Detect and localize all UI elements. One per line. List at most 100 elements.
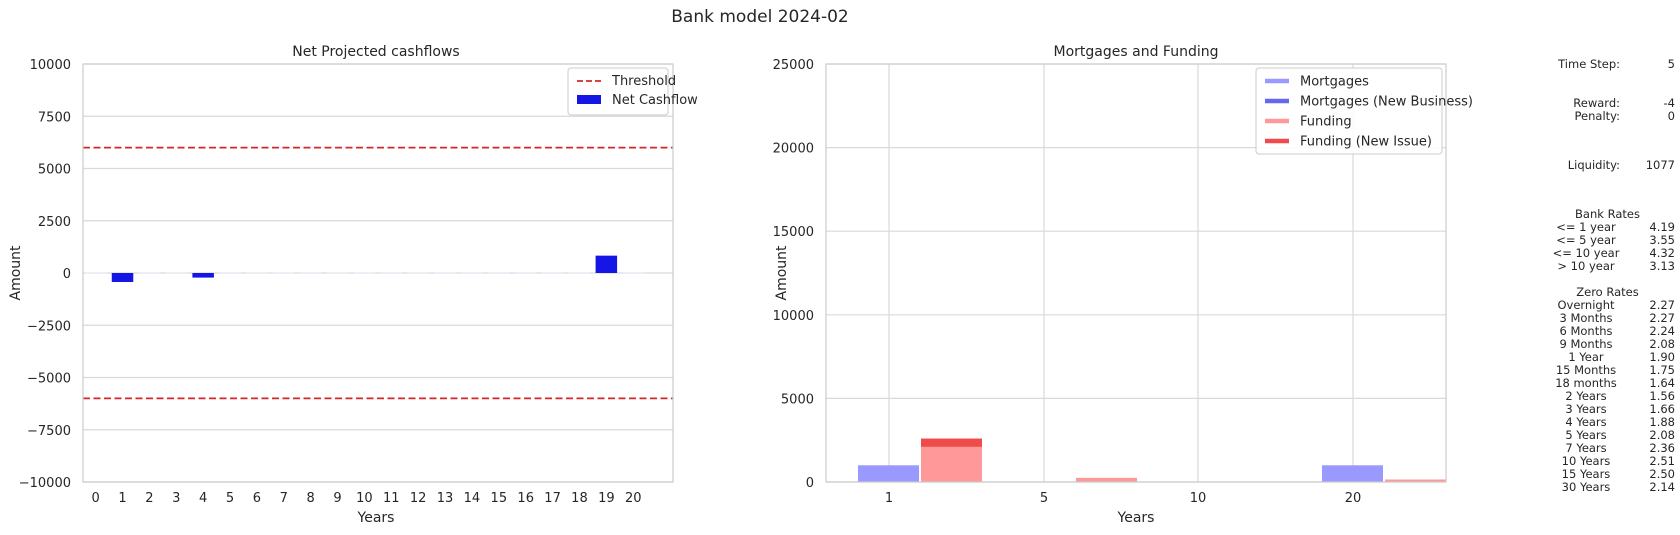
- rate-value: 2.08: [1649, 428, 1675, 442]
- chart1-xtick-label: 9: [333, 491, 341, 506]
- rate-value: 1.88: [1649, 415, 1675, 429]
- chart2-legend-box: [1255, 67, 1443, 155]
- rate-value: 2.08: [1649, 337, 1675, 351]
- chart1-xtick-label: 19: [598, 491, 615, 506]
- legend-threshold-label: Threshold: [611, 74, 676, 89]
- net-cashflow-bar: [326, 272, 349, 274]
- chart1-title: Net Projected cashflows: [292, 44, 459, 60]
- rate-value: 3.55: [1649, 233, 1675, 247]
- chart1-ytick-label: 0: [63, 267, 71, 282]
- mortgages-funding-chart: Mortgages and Funding 0 5000 10000 15000 200…: [773, 44, 1473, 526]
- net-cashflow-bar: [165, 272, 188, 274]
- time-step-value: 5: [1667, 57, 1675, 71]
- chart1-xtick-label: 16: [517, 491, 534, 506]
- chart1-xtick-label: 8: [307, 491, 315, 506]
- chart1-xlabel: Years: [357, 510, 395, 526]
- liquidity-value: 1077: [1645, 158, 1675, 172]
- rate-value: 2.14: [1649, 480, 1675, 494]
- chart2-ytick-label: 5000: [781, 392, 814, 407]
- zero-rates-row: Overnight 2.27: [1540, 299, 1675, 312]
- rate-value: 2.36: [1649, 441, 1675, 455]
- zero-rates-row: 7 Years 2.36: [1540, 442, 1675, 455]
- rate-value: 1.66: [1649, 402, 1675, 416]
- mortgages-bar: [858, 465, 919, 482]
- chart2-xtick-label: 5: [1040, 491, 1048, 506]
- chart1-ytick-label: 5000: [38, 163, 71, 178]
- rate-label: 2 Years: [1565, 389, 1607, 403]
- zero-rates-row: 15 Years 2.50: [1540, 468, 1675, 481]
- chart1-xtick-label: 13: [437, 491, 454, 506]
- chart2-legend-label: Mortgages: [1300, 75, 1369, 90]
- net-cashflow-bar: [622, 272, 644, 274]
- rate-label: 3 Years: [1565, 402, 1607, 416]
- funding-bar: [921, 446, 982, 482]
- zero-rates-row: 3 Years 1.66: [1540, 403, 1675, 416]
- zero-rates-row: 15 Months 1.75: [1540, 364, 1675, 377]
- penalty-label: Penalty:: [1574, 109, 1620, 123]
- rate-label: 18 months: [1555, 376, 1617, 390]
- chart2-legend-label: Funding (New Issue): [1300, 135, 1432, 150]
- net-cashflow-bar: [541, 272, 564, 274]
- zero-rates-row: 3 Months 2.27: [1540, 312, 1675, 325]
- net-cashflow-bar: [299, 272, 322, 274]
- chart1-xtick-label: 10: [356, 491, 373, 506]
- net-cashflow-bar: [138, 272, 161, 274]
- rate-value: 2.24: [1649, 324, 1675, 338]
- zero-rates-row: 30 Years 2.14: [1540, 481, 1675, 494]
- net-cashflow-bar: [380, 272, 403, 274]
- rate-label: 6 Months: [1559, 324, 1613, 338]
- rate-value: 2.51: [1649, 454, 1675, 468]
- chart2-legend-label: Mortgages (New Business): [1300, 95, 1473, 110]
- time-step-row: Time Step: 5: [1540, 58, 1675, 71]
- bank-rates-title: Bank Rates: [1575, 207, 1640, 221]
- legend-net-cashflow-label: Net Cashflow: [612, 93, 698, 108]
- reward-label: Reward:: [1573, 96, 1620, 110]
- chart2-ylabel: Amount: [774, 245, 790, 301]
- rate-value: 2.27: [1649, 298, 1675, 312]
- rate-label: 3 Months: [1559, 311, 1613, 325]
- zero-rates-row: 2 Years 1.56: [1540, 390, 1675, 403]
- chart2-legend-label: Funding: [1300, 115, 1352, 130]
- chart2-xtick-label: 10: [1190, 491, 1207, 506]
- chart1-xtick-label: 15: [491, 491, 508, 506]
- zero-rates-row: 1 Year 1.90: [1540, 351, 1675, 364]
- chart2-title: Mortgages and Funding: [1054, 44, 1219, 60]
- chart1-xtick-label: 1: [118, 491, 126, 506]
- chart1-plot-area: [82, 63, 674, 483]
- net-cashflow-bar: [407, 272, 429, 274]
- rate-value: 1.90: [1649, 350, 1675, 364]
- net-cashflow-bar: [434, 272, 456, 274]
- chart2-legend: Mortgages Mortgages (New Business) Funding…: [1255, 67, 1473, 155]
- chart2-ytick-label: 10000: [773, 309, 814, 324]
- chart1-xtick-label: 7: [280, 491, 288, 506]
- chart1-ylabel: Amount: [8, 245, 24, 301]
- net-cashflow-bar: [273, 272, 295, 274]
- rate-label: 9 Months: [1559, 337, 1613, 351]
- chart2-xtick-label: 20: [1345, 491, 1362, 506]
- rate-value: 1.56: [1649, 389, 1675, 403]
- zero-rates-row: 4 Years 1.88: [1540, 416, 1675, 429]
- liquidity-label: Liquidity:: [1567, 158, 1620, 172]
- penalty-row: Penalty: 0: [1540, 110, 1675, 123]
- chart1-xtick-label: 20: [625, 491, 642, 506]
- rate-label: <= 5 year: [1556, 233, 1616, 247]
- rate-value: 4.32: [1649, 246, 1675, 260]
- net-cashflow-bar: [488, 272, 510, 274]
- bank-rates-row: <= 5 year 3.55: [1540, 234, 1675, 247]
- chart1-ytick-label: 2500: [38, 215, 71, 230]
- rate-label: 5 Years: [1565, 428, 1607, 442]
- rate-label: 4 Years: [1565, 415, 1607, 429]
- rate-value: 1.75: [1649, 363, 1675, 377]
- chart1-xtick-label: 3: [172, 491, 180, 506]
- net-cashflow-bar: [84, 272, 107, 274]
- legend-net-cashflow-swatch: [577, 95, 601, 104]
- net-cashflow-bar: [111, 273, 134, 282]
- bank-rates-row: <= 10 year 4.32: [1540, 247, 1675, 260]
- rate-label: 15 Months: [1555, 363, 1617, 377]
- chart1-xtick-label: 2: [145, 491, 153, 506]
- chart2-xlabel: Years: [1117, 510, 1155, 526]
- liquidity-row: Liquidity: 1077: [1540, 159, 1675, 172]
- rate-label: > 10 year: [1557, 259, 1615, 273]
- net-cashflow-bar: [461, 272, 483, 274]
